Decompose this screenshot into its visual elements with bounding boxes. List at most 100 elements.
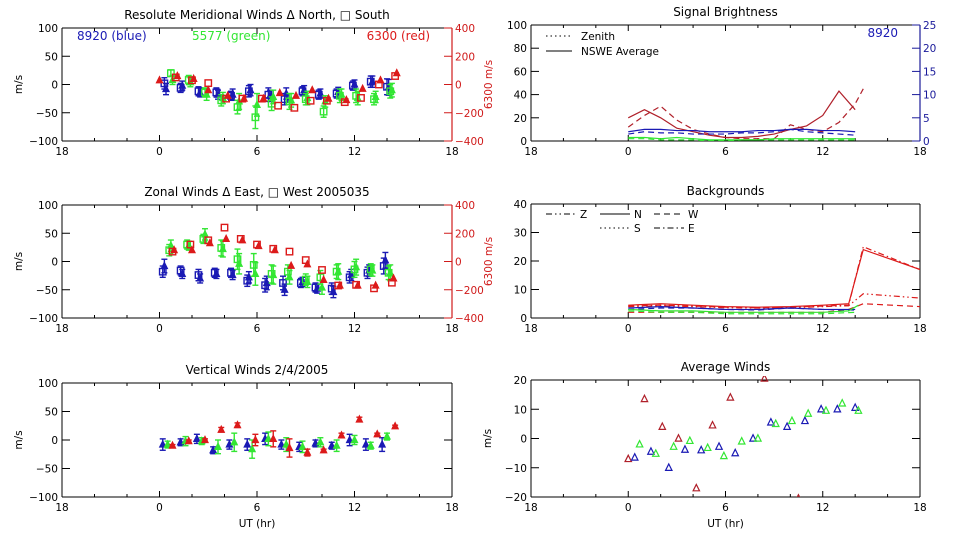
data-point	[669, 441, 678, 450]
x-tick-label: 12	[816, 323, 829, 335]
data-point	[222, 94, 231, 103]
legend-label: NSWE Average	[581, 46, 659, 58]
y-tick-label: 50	[45, 407, 58, 419]
data-point	[316, 437, 325, 446]
annotation-8920: 8920	[867, 26, 898, 40]
chart-title: Resolute Meridional Winds Δ North, □ Sou…	[124, 8, 390, 22]
y-tick-label-right: 0	[455, 80, 462, 92]
x-tick-label: 0	[156, 502, 163, 514]
data-point	[303, 447, 312, 456]
data-point	[314, 90, 323, 99]
legend-label: W	[688, 209, 699, 221]
x-tick-label: 18	[524, 323, 537, 335]
data-point	[334, 281, 343, 290]
data-point	[233, 420, 242, 429]
y-tick-label-right: 200	[455, 228, 475, 240]
data-point	[287, 260, 296, 269]
y-tick-label-right: −400	[455, 136, 484, 148]
data-point	[664, 462, 673, 471]
x-tick-label: 12	[348, 146, 361, 158]
x-tick-label: 0	[625, 502, 632, 514]
y-tick-label: 100	[38, 23, 58, 35]
series-line	[628, 128, 856, 136]
x-tick-label: 18	[55, 502, 68, 514]
data-point	[335, 91, 344, 100]
data-point	[244, 87, 253, 96]
data-point	[731, 447, 740, 457]
x-tick-label: 6	[722, 146, 729, 158]
data-point	[640, 393, 649, 403]
data-point	[220, 223, 229, 232]
data-point	[233, 255, 242, 264]
data-point	[800, 415, 810, 425]
chart-title: Backgrounds	[687, 184, 765, 198]
x-tick-label: 6	[254, 502, 261, 514]
data-point	[217, 424, 226, 433]
data-point	[358, 83, 367, 92]
data-point	[760, 376, 769, 382]
series-5577-w	[628, 310, 856, 315]
y-tick-label-right: 15	[923, 66, 936, 78]
data-point	[366, 440, 375, 449]
x-tick-label: 18	[55, 146, 68, 158]
data-point	[821, 405, 831, 414]
data-point	[680, 444, 690, 453]
data-point	[200, 435, 210, 444]
x-tick-label: 18	[913, 146, 926, 158]
series-6300	[624, 376, 801, 497]
data-point	[217, 96, 226, 105]
data-point	[243, 276, 252, 285]
series-6300-zenith	[168, 414, 400, 458]
data-point	[719, 450, 729, 460]
y-tick-label: 50	[45, 228, 58, 240]
data-point	[651, 448, 660, 457]
data-point	[264, 433, 273, 442]
data-point	[158, 439, 167, 448]
data-point	[685, 435, 695, 445]
series-6300-north	[155, 68, 401, 104]
x-tick-label: 6	[254, 146, 261, 158]
data-point	[387, 278, 396, 287]
annotation-8920: 8920 (blue)	[77, 29, 147, 43]
x-tick-label: 18	[445, 323, 458, 335]
y-tick-label: −50	[36, 464, 58, 476]
data-point	[345, 435, 354, 444]
data-point	[267, 270, 276, 278]
data-point	[340, 98, 349, 107]
data-point	[803, 408, 813, 417]
y-tick-label: 0	[520, 434, 527, 446]
data-point	[163, 439, 172, 448]
data-point	[275, 88, 284, 97]
series-8920-w	[628, 307, 856, 311]
data-point	[646, 446, 656, 455]
data-point	[233, 103, 242, 112]
data-point	[184, 436, 193, 445]
legend-label: N	[634, 209, 642, 221]
x-tick-label: 18	[913, 502, 926, 514]
y-tick-label-right: 10	[923, 90, 936, 102]
data-point	[332, 440, 341, 449]
series-5577-south	[166, 69, 395, 130]
y-tick-label: 100	[38, 378, 58, 390]
data-point	[212, 88, 221, 97]
annotation-5577: 5577 (green)	[192, 29, 270, 43]
plot-area	[628, 245, 920, 315]
plot-area	[627, 88, 864, 141]
data-point	[370, 284, 378, 293]
plot-area	[158, 414, 400, 459]
data-point	[318, 266, 326, 274]
x-axis-label: UT (hr)	[707, 518, 744, 530]
x-tick-label: 12	[348, 502, 361, 514]
y-tick-label: 80	[514, 43, 527, 55]
x-tick-label: 18	[445, 146, 458, 158]
y-tick-label: −50	[36, 108, 58, 120]
data-point	[370, 95, 378, 104]
chart-meridional: Resolute Meridional Winds Δ North, □ Sou…	[13, 8, 495, 158]
series-6300-nswe-average	[627, 90, 856, 139]
data-point	[279, 279, 287, 287]
y-axis-label: m/s	[13, 75, 25, 94]
series-line	[628, 248, 920, 308]
data-point	[176, 83, 185, 92]
data-point	[217, 244, 226, 252]
